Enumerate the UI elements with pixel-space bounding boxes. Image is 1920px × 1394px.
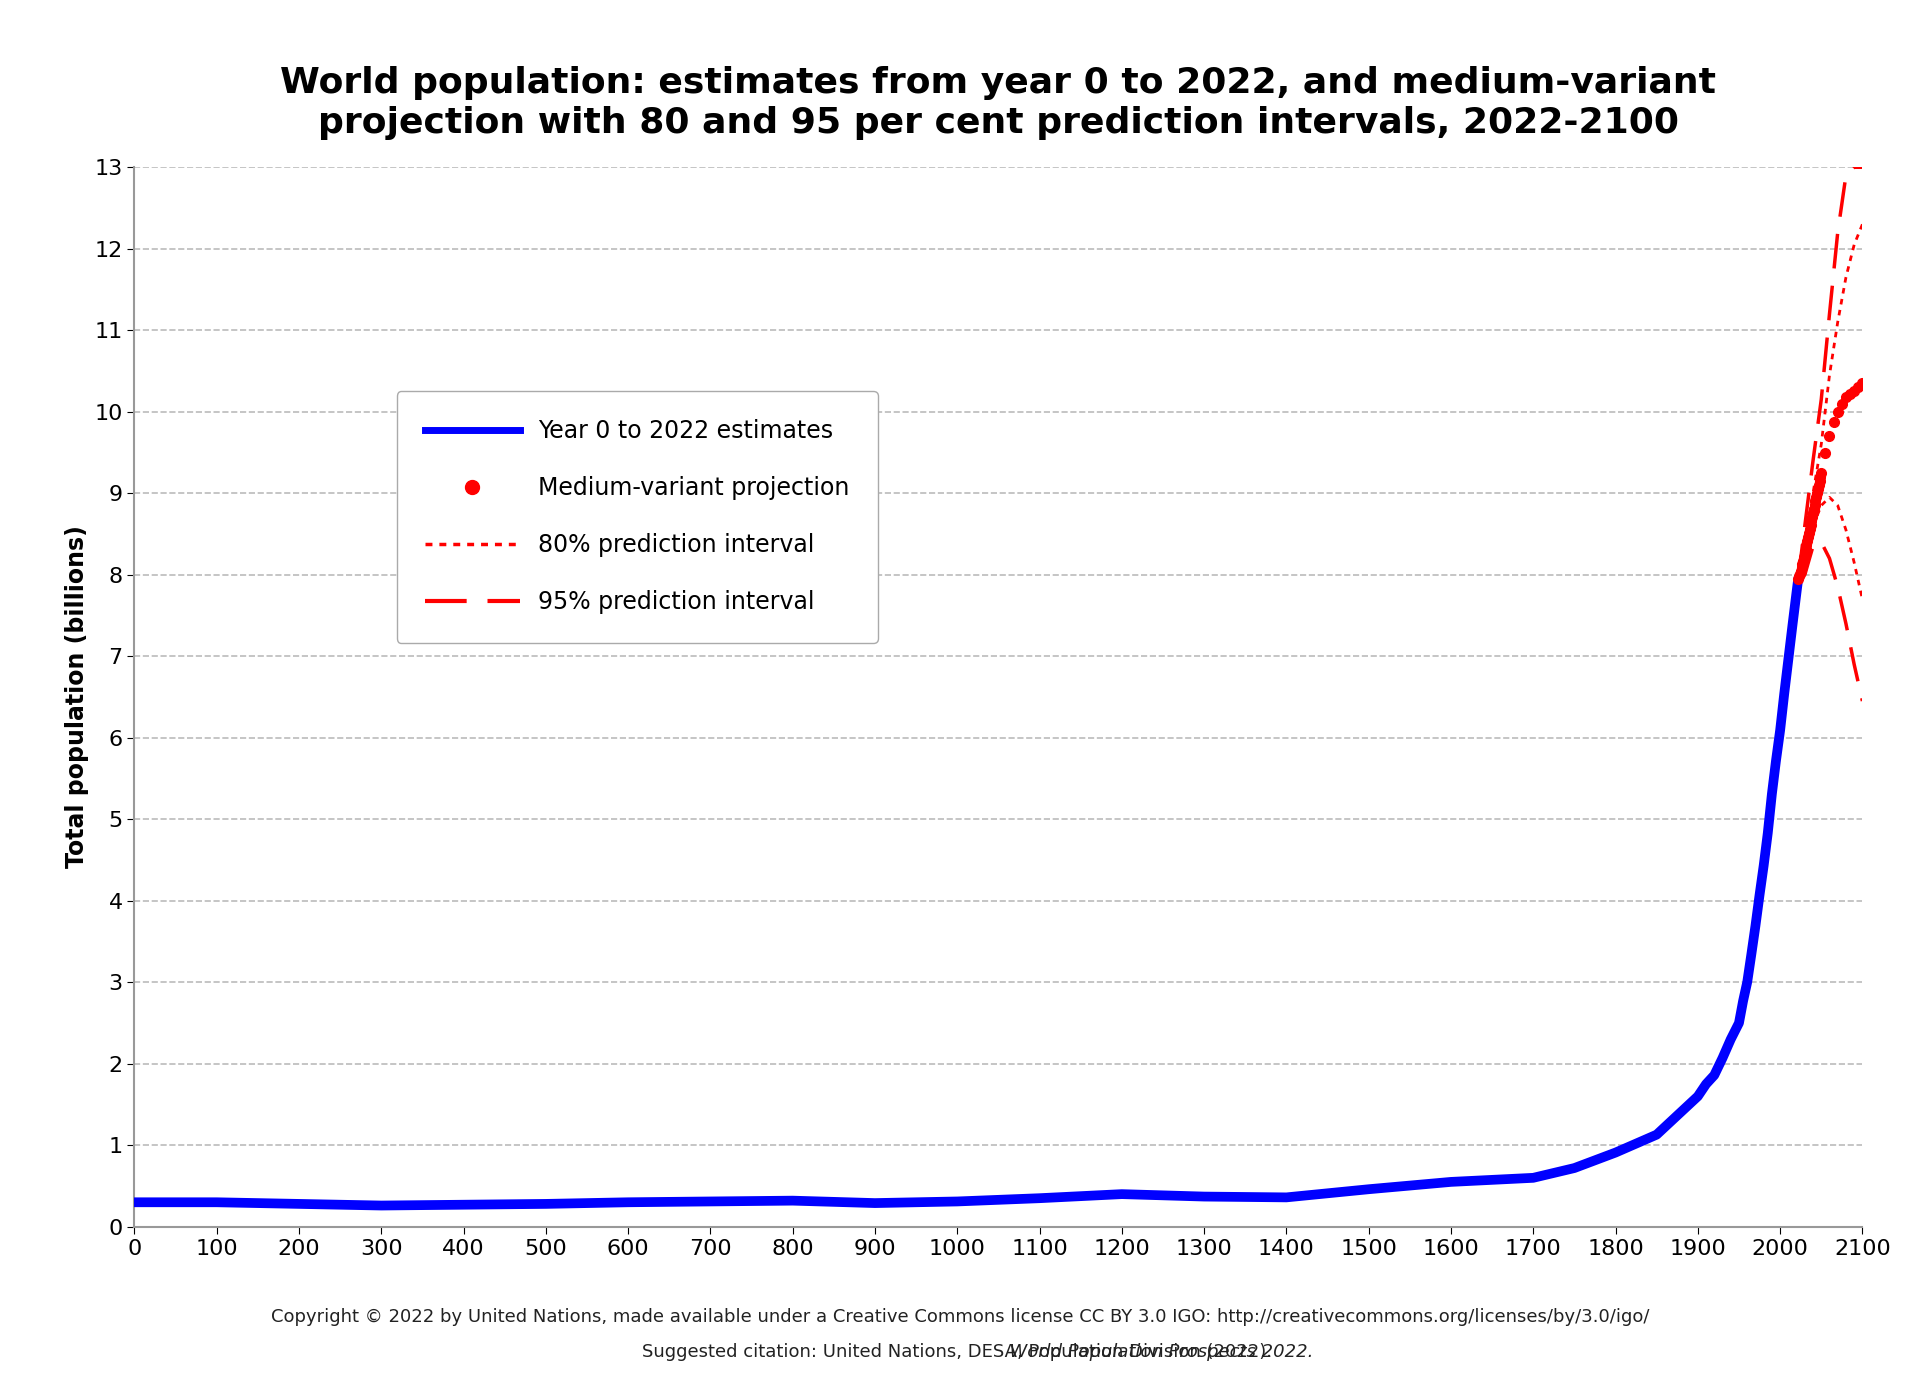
Y-axis label: Total population (billions): Total population (billions) (65, 526, 88, 868)
Text: Suggested citation: United Nations, DESA, Population Division (2022).: Suggested citation: United Nations, DESA… (641, 1344, 1279, 1361)
Legend: Year 0 to 2022 estimates, Medium-variant projection, 80% prediction interval, 95: Year 0 to 2022 estimates, Medium-variant… (397, 390, 877, 643)
Text: Copyright © 2022 by United Nations, made available under a Creative Commons lice: Copyright © 2022 by United Nations, made… (271, 1309, 1649, 1326)
Title: World population: estimates from year 0 to 2022, and medium-variant
projection w: World population: estimates from year 0 … (280, 66, 1716, 139)
Text: World Population Prospects 2022.: World Population Prospects 2022. (607, 1344, 1313, 1361)
